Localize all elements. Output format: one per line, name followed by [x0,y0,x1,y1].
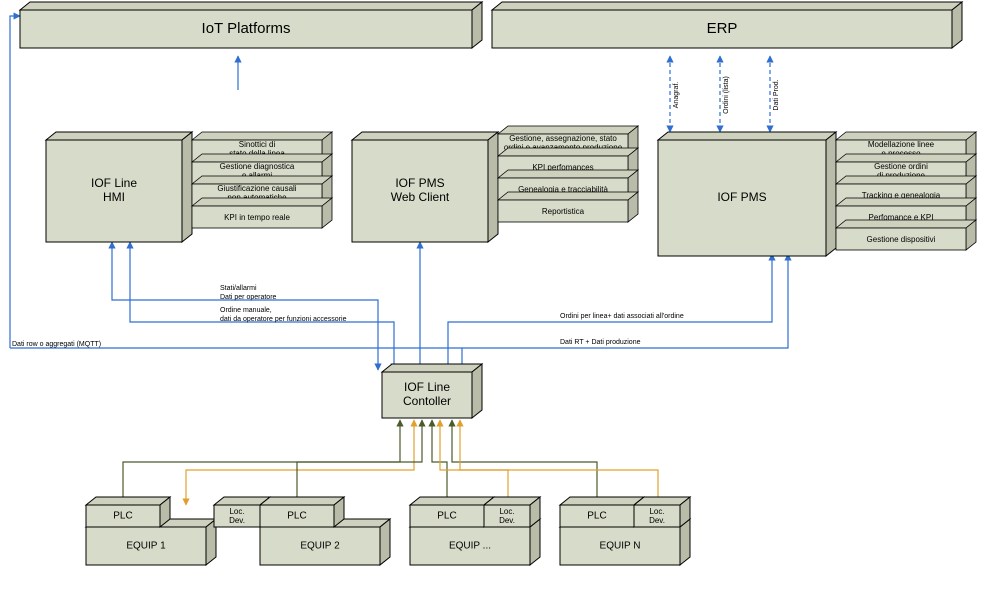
controller-block: IOF LineContoller [382,364,482,418]
label: IoT Platforms [202,20,291,37]
edge-ord-man [130,242,394,370]
label: EQUIP 1 [126,541,166,552]
pms-block: IOF PMS [658,132,836,256]
svg-text:Gestione diagnostica: Gestione diagnostica [220,162,295,171]
svg-text:Modellazione linee: Modellazione linee [868,140,935,149]
blocks-layer: IoT PlatformsERPIOF LineHMISinottici dis… [20,2,976,565]
label: HMI [103,190,125,204]
label: PLC [287,511,306,522]
svg-text:Sinottici di: Sinottici di [239,140,276,149]
edge-eq4g [452,420,597,505]
web-list-row: Reportistica [498,192,638,222]
plc-block: PLC [86,497,170,527]
label: EQUIP ... [449,541,491,552]
label: ERP [707,20,738,37]
erp-link: Anagraf. [670,56,680,132]
svg-text:Ordine manuale,: Ordine manuale, [220,307,272,314]
svg-text:Loc.: Loc. [229,507,244,516]
svg-text:Dev.: Dev. [649,516,665,525]
pms-list-row: Gestione dispositivi [836,220,976,250]
svg-text:Dati row o aggregati (MQTT): Dati row o aggregati (MQTT) [12,341,101,348]
label: PLC [587,511,606,522]
label: IOF Line [404,380,450,394]
edge-dati-rt2 [462,254,788,348]
edge-eq2g [297,420,422,505]
label: EQUIP N [600,541,641,552]
svg-text:Ordini per linea+ dati associa: Ordini per linea+ dati associati all'ord… [560,313,684,320]
plc-block: PLC [260,497,344,527]
svg-text:Dev.: Dev. [229,516,245,525]
svg-text:Loc.: Loc. [499,507,514,516]
svg-text:Gestione dispositivi: Gestione dispositivi [867,235,936,244]
label: PLC [437,511,456,522]
plc-block: PLC [560,497,644,527]
label: PLC [113,511,132,522]
label: IOF PMS [395,176,444,190]
svg-text:Anagraf.: Anagraf. [673,82,680,109]
iot-block: IoT Platforms [20,2,482,48]
svg-text:Loc.: Loc. [649,507,664,516]
architecture-diagram: Anagraf. Ordini (lista) Dati Prod. Dati row… [0,0,987,609]
svg-text:Ordini (lista): Ordini (lista) [723,76,730,114]
svg-text:Gestione ordini: Gestione ordini [874,162,928,171]
edge-mqtt [10,16,20,348]
erp-link: Ordini (lista) [720,56,730,132]
svg-text:Gestione, assegnazione, stato: Gestione, assegnazione, stato [509,134,617,143]
loc-dev-block: Loc.Dev. [634,497,690,527]
edges-layer: Anagraf. Ordini (lista) Dati Prod. Dati row… [10,16,788,505]
erp-link: Dati Prod. [770,56,780,132]
svg-text:Dati RT + Dati produzione: Dati RT + Dati produzione [560,339,641,346]
label: Web Client [391,190,450,204]
label: IOF PMS [717,190,766,204]
hmi-list-row: KPI in tempo reale [192,198,332,228]
svg-text:Giustificazione causali: Giustificazione causali [217,184,296,193]
label: Contoller [403,394,451,408]
plc-block: PLC [410,497,494,527]
web-block: IOF PMSWeb Client [352,132,498,242]
label: EQUIP 2 [300,541,340,552]
svg-text:KPI in tempo reale: KPI in tempo reale [224,213,290,222]
edge-ord-linea [448,254,772,370]
edge-stati [112,242,378,370]
hmi-block: IOF LineHMI [46,132,192,242]
svg-text:Dev.: Dev. [499,516,515,525]
loc-dev-block: Loc.Dev. [484,497,540,527]
svg-text:Reportistica: Reportistica [542,207,585,216]
erp-block: ERP [492,2,962,48]
svg-text:Dati Prod.: Dati Prod. [773,79,780,110]
svg-text:dati da operatore per funzioni: dati da operatore per funzioni accessori… [220,316,347,323]
svg-text:Dati per operatore: Dati per operatore [220,294,277,301]
svg-text:Stati/allarmi: Stati/allarmi [220,285,257,292]
label: IOF Line [91,176,137,190]
